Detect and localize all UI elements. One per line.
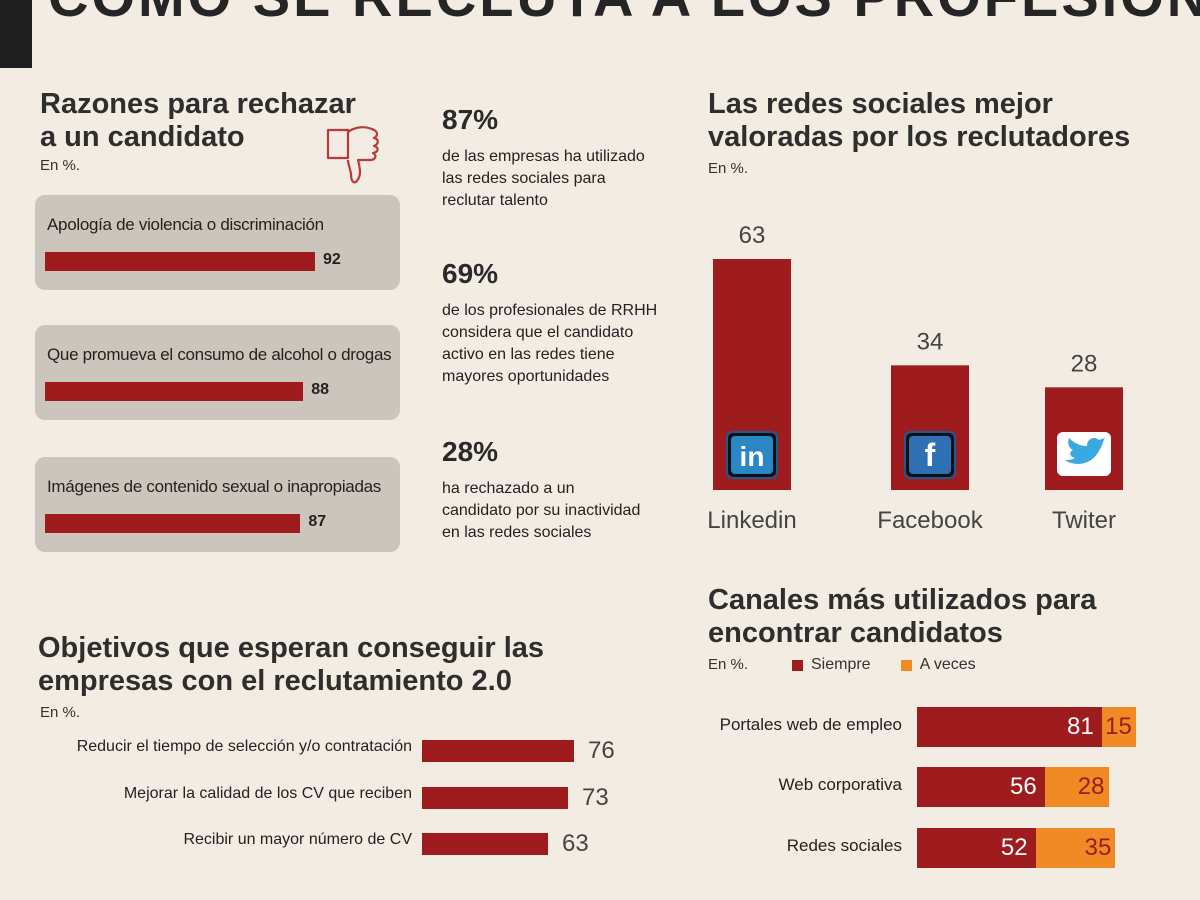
channels-title-line2: encontrar candidatos <box>708 617 1003 649</box>
header-band: CÓMO SE RECLUTA A LOS PROFESIONALES EN I… <box>0 0 1200 68</box>
objective-label: Recibir un mayor número de CV <box>183 831 412 848</box>
channels-title: Canales más utilizados para encontrar ca… <box>708 584 1096 650</box>
rejection-title-line2: a un candidato <box>40 121 245 153</box>
channel-value-aveces: 15 <box>1105 713 1132 740</box>
thumbs-down-icon <box>322 122 382 191</box>
objectives-title-line2: empresas con el reclutamiento 2.0 <box>38 665 512 697</box>
networks-title: Las redes sociales mejor valoradas por l… <box>708 88 1130 154</box>
facebook-icon-bg <box>909 436 951 474</box>
rejection-card: Que promueva el consumo de alcohol o dro… <box>35 325 400 420</box>
network-name-label: Twiter <box>1052 507 1116 534</box>
legend-label-siempre: Siempre <box>811 656 871 673</box>
rejection-value: 92 <box>323 251 341 268</box>
objective-label: Reducir el tiempo de selección y/o contr… <box>76 738 412 755</box>
header-accent-block <box>0 0 32 68</box>
objective-value: 76 <box>588 737 615 764</box>
channel-label: Web corporativa <box>778 775 902 794</box>
objective-bar <box>422 787 568 809</box>
rejection-bar <box>45 514 301 533</box>
linkedin-icon-glyph: in <box>740 441 765 472</box>
channel-label: Redes sociales <box>786 836 902 855</box>
page-title: CÓMO SE RECLUTA A LOS PROFESIONALES EN I… <box>48 0 1200 29</box>
stat-block: 87% de las empresas ha utilizado las red… <box>442 104 682 212</box>
objectives-title: Objetivos que esperan conseguir las empr… <box>38 632 544 698</box>
networks-chart: 63 Linkedin in 34 Facebook f 28 Twiter <box>707 222 1123 534</box>
rejection-card: Apología de violencia o discriminación 92 <box>35 195 400 290</box>
channel-value-siempre: 52 <box>1000 834 1028 861</box>
network-name-label: Linkedin <box>707 507 796 534</box>
twitter-bird-icon <box>1065 438 1105 464</box>
channel-label: Portales web de empleo <box>719 715 902 734</box>
rejection-title: Razones para rechazar a un candidato <box>40 88 356 154</box>
network-value-label: 28 <box>1071 350 1098 377</box>
channel-bar-aveces: 15 <box>1101 707 1136 747</box>
networks-title-line2: valoradas por los reclutadores <box>708 121 1131 153</box>
channel-bar-siempre: 52 <box>917 828 1036 868</box>
rejection-label: Apología de violencia o discriminación <box>47 215 324 234</box>
stat-value: 28% <box>442 436 499 467</box>
rejection-card: Imágenes de contenido sexual o inapropia… <box>35 457 400 552</box>
linkedin-icon-bg <box>731 436 773 474</box>
network-value-label: 34 <box>917 328 944 355</box>
stat-text: de las empresas ha utilizado las redes s… <box>442 148 645 209</box>
rejection-title-line1: Razones para rechazar <box>40 88 356 120</box>
objectives-unit: En %. <box>40 704 81 721</box>
facebook-icon-glyph: f <box>925 437 936 473</box>
networks-unit: En %. <box>708 160 749 177</box>
legend-swatch-aveces <box>900 659 912 671</box>
objective-value: 63 <box>562 830 589 857</box>
legend-swatch-siempre <box>792 659 803 671</box>
stat-block: 28% ha rechazado a un candidato por su i… <box>442 436 682 544</box>
stat-text: de los profesionales de RRHH considera q… <box>442 302 658 385</box>
rejection-label: Que promueva el consumo de alcohol o dro… <box>47 345 392 364</box>
rejection-bar <box>45 382 304 401</box>
channel-bar-siempre: 56 <box>917 767 1045 807</box>
objective-value: 73 <box>582 784 609 811</box>
channel-bar-siempre: 81 <box>917 707 1102 747</box>
channel-value-siempre: 56 <box>1009 773 1037 800</box>
stat-value: 69% <box>442 258 499 289</box>
networks-title-line1: Las redes sociales mejor <box>708 88 1053 120</box>
objectives-title-line1: Objetivos que esperan conseguir las <box>38 632 545 664</box>
rejection-value: 88 <box>311 381 330 398</box>
channel-bar-aveces: 35 <box>1035 828 1116 868</box>
channels-legend: Siempre A veces <box>792 656 976 674</box>
rejection-value: 87 <box>308 513 327 530</box>
rejection-bar <box>45 252 315 271</box>
channels-title-line1: Canales más utilizados para <box>708 584 1097 616</box>
legend-label-aveces: A veces <box>919 656 976 673</box>
objective-bar <box>422 740 574 762</box>
channels-unit: En %. <box>708 656 749 673</box>
channel-value-siempre: 81 <box>1066 713 1094 740</box>
rejection-unit: En %. <box>40 157 81 174</box>
stat-block: 69% de los profesionales de RRHH conside… <box>442 258 682 388</box>
channel-value-aveces: 28 <box>1077 773 1105 800</box>
rejection-label: Imágenes de contenido sexual o inapropia… <box>47 477 381 496</box>
objective-label: Mejorar la calidad de los CV que reciben <box>123 785 412 802</box>
channel-value-aveces: 35 <box>1084 834 1112 861</box>
network-value-label: 63 <box>739 222 766 249</box>
channel-bar-aveces: 28 <box>1044 767 1109 807</box>
objective-bar <box>422 833 548 855</box>
network-name-label: Facebook <box>877 507 983 534</box>
stat-text: ha rechazado a un candidato por su inact… <box>442 480 641 541</box>
stat-value: 87% <box>442 104 499 135</box>
